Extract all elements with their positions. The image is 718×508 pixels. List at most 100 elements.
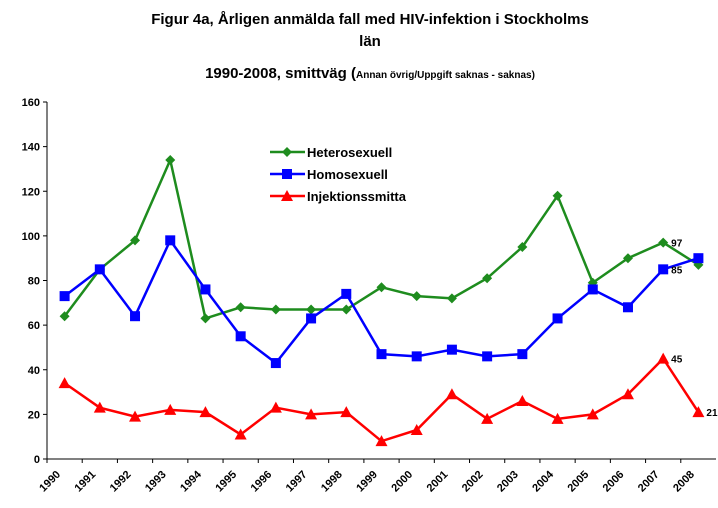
point bbox=[270, 304, 281, 315]
series-line bbox=[63, 237, 699, 365]
legend-label: Heterosexuell bbox=[307, 145, 392, 160]
x-tick-label: 1995 bbox=[213, 469, 239, 495]
chart-title: Figur 4a, Årligen anmälda fall med HIV-i… bbox=[151, 11, 589, 50]
point bbox=[692, 406, 705, 418]
subtitle-note: Annan övrig/Uppgift saknas - saknas) bbox=[356, 70, 535, 81]
series-line bbox=[63, 356, 700, 443]
point bbox=[481, 412, 494, 424]
point bbox=[586, 408, 599, 420]
title-line: län bbox=[359, 33, 381, 50]
y-tick-label: 0 bbox=[34, 454, 40, 466]
point bbox=[411, 291, 422, 302]
point bbox=[658, 264, 669, 275]
point bbox=[59, 291, 70, 302]
x-tick-label: 2003 bbox=[495, 469, 521, 495]
x-tick-label: 1991 bbox=[73, 469, 99, 495]
point bbox=[130, 311, 141, 322]
legend-marker bbox=[282, 147, 292, 157]
x-tick-label: 2001 bbox=[425, 469, 451, 495]
point bbox=[482, 351, 493, 362]
point bbox=[445, 388, 458, 400]
point bbox=[552, 313, 563, 324]
y-tick-label: 140 bbox=[22, 142, 40, 154]
x-tick-label: 2005 bbox=[565, 469, 591, 495]
point bbox=[200, 284, 211, 295]
x-tick-label: 1998 bbox=[319, 469, 345, 495]
point bbox=[621, 388, 634, 400]
y-tick-label: 120 bbox=[22, 186, 40, 198]
y-tick-label: 20 bbox=[28, 409, 40, 421]
point bbox=[446, 344, 457, 355]
point bbox=[164, 403, 177, 415]
x-tick-label: 2000 bbox=[389, 469, 415, 495]
x-tick-label: 1994 bbox=[178, 468, 204, 494]
y-tick-label: 100 bbox=[22, 231, 40, 243]
point bbox=[165, 235, 176, 246]
x-tick-label: 1997 bbox=[284, 469, 310, 495]
x-tick-label: 2006 bbox=[601, 469, 627, 495]
point bbox=[94, 264, 105, 275]
point bbox=[269, 401, 282, 413]
y-tick-label: 160 bbox=[22, 97, 40, 109]
point bbox=[622, 302, 633, 313]
point bbox=[58, 377, 71, 389]
legend-label: Homosexuell bbox=[307, 167, 388, 182]
x-tick-label: 2004 bbox=[530, 468, 556, 494]
point bbox=[693, 253, 704, 264]
point bbox=[93, 401, 106, 413]
point bbox=[130, 235, 141, 246]
point bbox=[517, 349, 528, 360]
x-tick-label: 1993 bbox=[143, 469, 169, 495]
x-tick-label: 1996 bbox=[249, 469, 275, 495]
y-tick-label: 80 bbox=[28, 276, 40, 288]
point bbox=[129, 410, 142, 422]
point bbox=[341, 304, 352, 315]
x-tick-label: 1990 bbox=[37, 469, 63, 495]
x-tick-label: 2002 bbox=[460, 469, 486, 495]
point bbox=[410, 423, 423, 435]
point bbox=[235, 331, 246, 342]
point bbox=[552, 190, 563, 201]
x-tick-label: 2008 bbox=[671, 469, 697, 495]
point bbox=[376, 349, 387, 360]
point bbox=[235, 302, 246, 313]
point bbox=[587, 284, 598, 295]
x-tick-label: 2007 bbox=[636, 469, 662, 495]
chart-subtitle: 1990-2008, smittväg (Annan övrig/Uppgift… bbox=[205, 65, 535, 82]
point bbox=[59, 311, 70, 322]
point bbox=[200, 313, 211, 324]
subtitle-main: 1990-2008, smittväg ( bbox=[205, 65, 356, 82]
legend-label: Injektionssmitta bbox=[307, 189, 407, 204]
point bbox=[411, 351, 422, 362]
y-tick-label: 40 bbox=[28, 365, 40, 377]
x-tick-label: 1999 bbox=[354, 469, 380, 495]
point bbox=[446, 293, 457, 304]
point bbox=[306, 313, 317, 324]
point bbox=[165, 155, 176, 166]
point bbox=[305, 408, 318, 420]
point bbox=[376, 282, 387, 293]
data-label: 45 bbox=[671, 355, 683, 366]
title-line: Figur 4a, Årligen anmälda fall med HIV-i… bbox=[151, 11, 589, 28]
point bbox=[622, 253, 633, 264]
point bbox=[657, 352, 670, 364]
y-tick-label: 60 bbox=[28, 320, 40, 332]
point bbox=[375, 435, 388, 447]
legend-marker bbox=[281, 190, 293, 201]
point bbox=[658, 237, 669, 248]
legend-marker bbox=[282, 169, 292, 179]
point bbox=[516, 394, 529, 406]
point bbox=[482, 273, 493, 284]
data-label: 97 bbox=[671, 239, 683, 250]
data-label: 85 bbox=[671, 265, 683, 276]
point bbox=[341, 288, 352, 299]
point bbox=[517, 242, 528, 253]
point bbox=[270, 358, 281, 369]
point bbox=[306, 304, 317, 315]
point bbox=[340, 406, 353, 418]
point bbox=[199, 406, 212, 418]
point bbox=[551, 412, 564, 424]
data-label: 21 bbox=[706, 408, 718, 419]
point bbox=[234, 428, 247, 440]
